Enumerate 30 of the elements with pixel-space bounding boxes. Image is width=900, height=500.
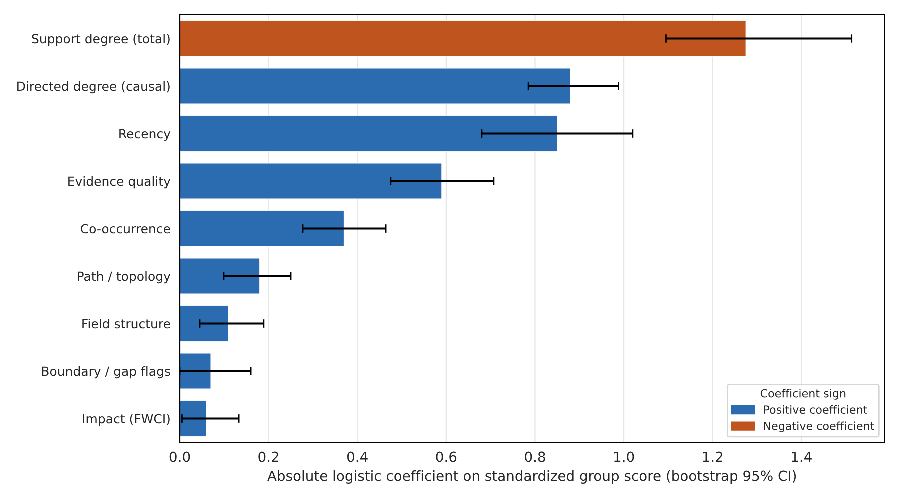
x-tick-label: 1.0 — [614, 452, 634, 462]
y-tick-label: Co-occurrence — [81, 224, 170, 234]
bar — [180, 116, 558, 152]
y-tick-label: Directed degree (causal) — [18, 82, 170, 94]
x-axis-title: Absolute logistic coefficient on standardized group score (bootstrap 95% CI) — [268, 470, 796, 484]
x-tick-label: 1.4 — [792, 452, 812, 462]
bar — [180, 163, 442, 200]
bar — [180, 210, 345, 247]
legend-label: Positive coefficient — [764, 405, 868, 414]
x-tick-label: 0.0 — [170, 452, 190, 462]
y-tick-label: Recency — [120, 129, 171, 142]
x-tick-label: 0.4 — [347, 452, 368, 462]
x-tick-label: 0.8 — [525, 452, 546, 462]
bar — [180, 306, 230, 342]
x-tick-label: 0.6 — [436, 452, 457, 462]
y-tick-label: Field structure — [82, 319, 170, 329]
x-tick-label: 1.2 — [703, 452, 723, 462]
y-tick-label: Boundary / gap flags — [42, 366, 170, 379]
y-tick-label: Support degree (total) — [32, 34, 170, 46]
bar — [180, 20, 747, 57]
bar — [180, 258, 260, 294]
bar — [180, 68, 572, 104]
x-tick-label: 0.2 — [258, 452, 278, 462]
legend-label: Negative coefficient — [764, 422, 874, 432]
legend-title: Coefficient sign — [760, 389, 846, 400]
bar — [180, 400, 207, 437]
y-tick-label: Path / topology — [78, 272, 171, 284]
y-tick-label: Evidence quality — [68, 176, 171, 189]
bar — [180, 353, 212, 390]
y-tick-label: Impact (FWCI) — [83, 414, 170, 426]
